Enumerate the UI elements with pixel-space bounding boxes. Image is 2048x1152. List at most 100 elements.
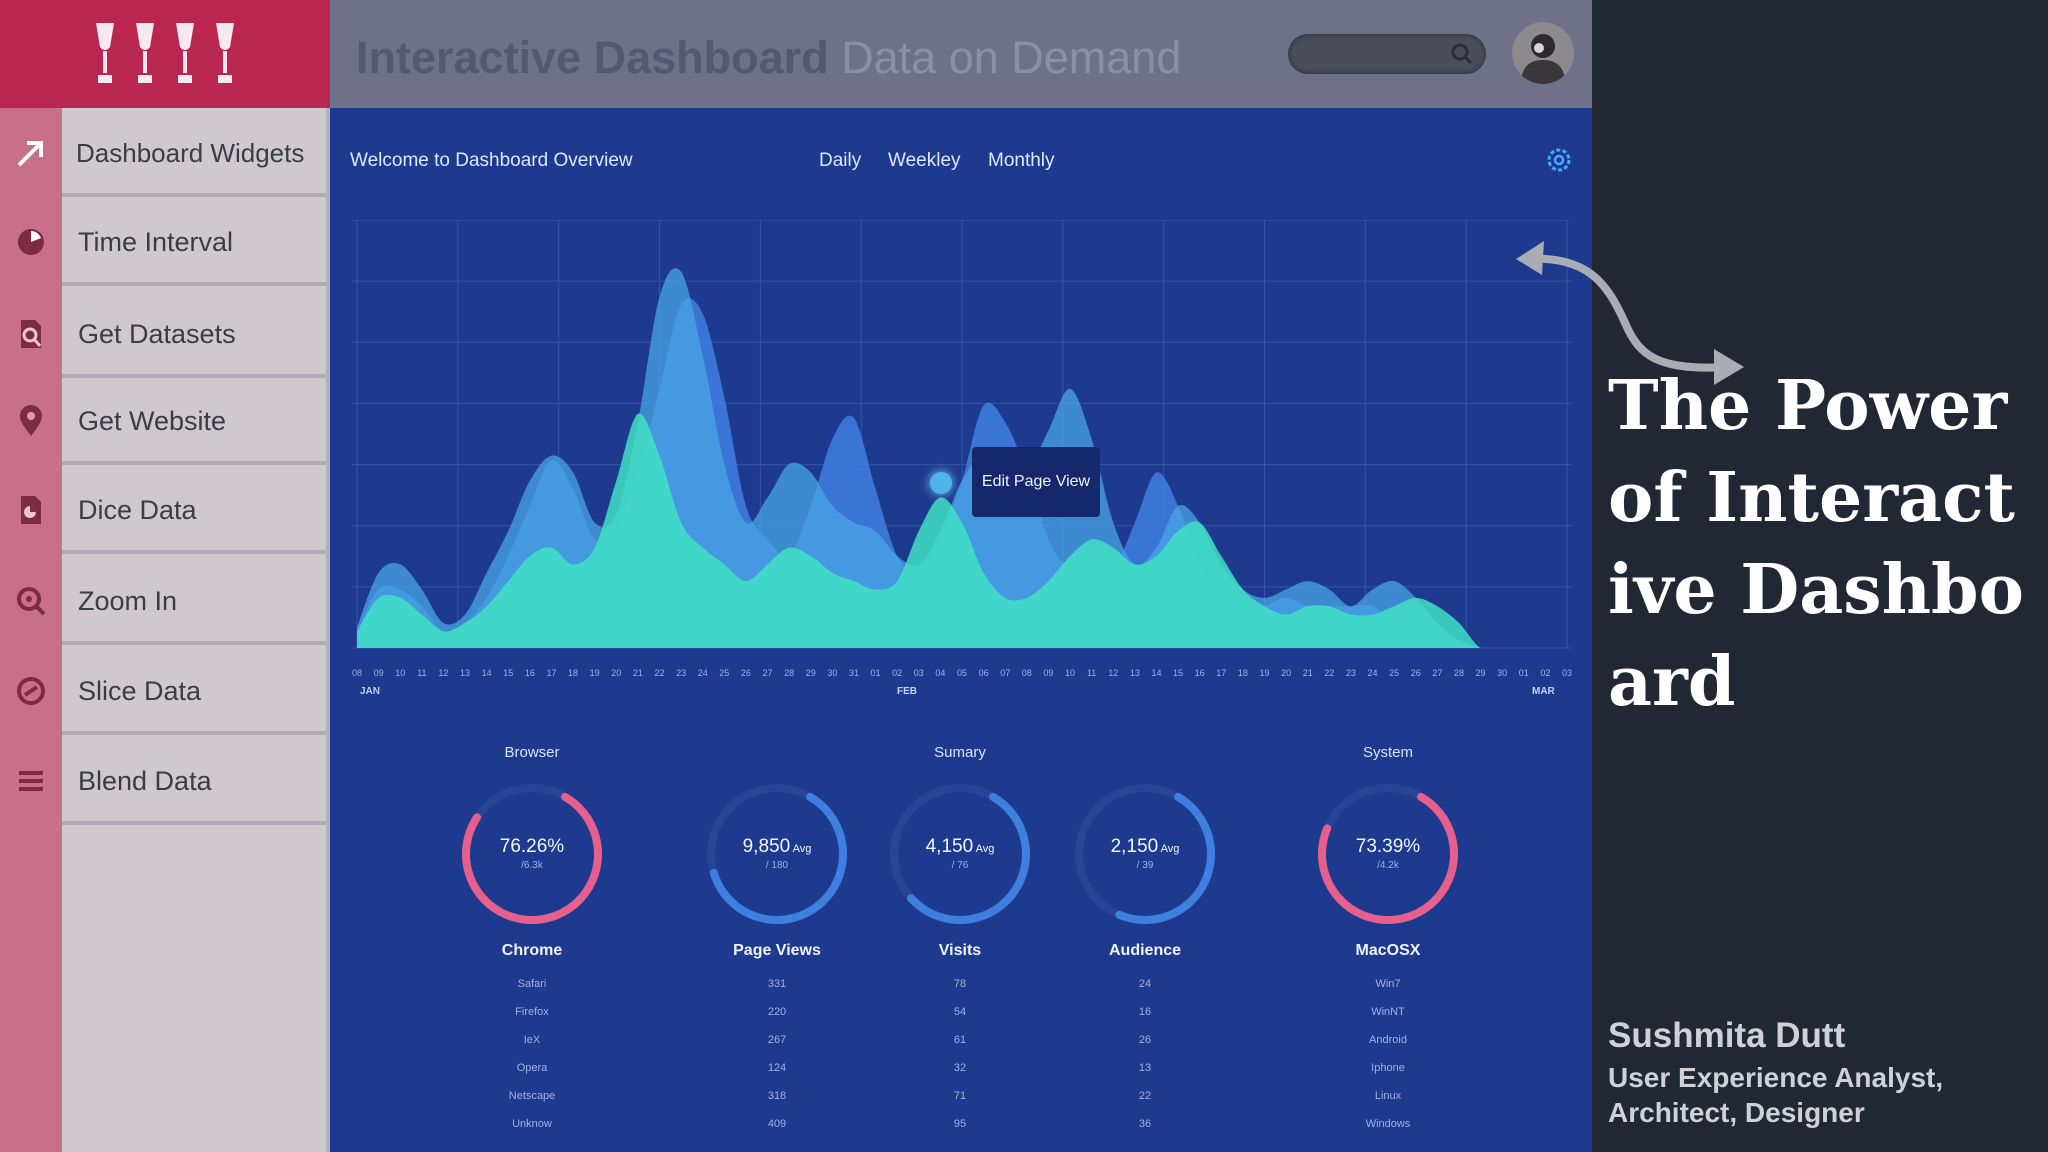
trophy-icon [176,23,194,83]
x-tick-label: 13 [1129,668,1140,678]
gauge-subvalue: / 76 [951,860,969,871]
x-tick-label: 22 [1324,668,1335,678]
avatar[interactable] [1512,22,1574,84]
x-tick-label: 02 [892,668,903,678]
gauge-value: 76.26% [499,836,565,857]
gauge-breakdown-list: Win7 WinNT Android Iphone Linux Windows [1366,970,1411,1138]
x-tick-label: 16 [1194,668,1205,678]
gauge-arc [462,784,602,924]
x-tick-label: 19 [1259,668,1270,678]
pie-icon [0,201,62,283]
x-tick-label: 28 [784,668,795,678]
gauge-arc [1075,784,1215,924]
sidebar-item-slice-data[interactable]: Slice Data [0,650,326,735]
sidebar-divider [326,108,330,1152]
sidebar-item-blend-data[interactable]: Blend Data [0,740,326,825]
month-label: JAN [360,686,381,697]
gauge-chrome[interactable]: 76.26% /6.3k [456,778,608,930]
trophy-icon [216,23,234,83]
x-tick-label: 29 [1475,668,1486,678]
x-tick-label: 06 [978,668,989,678]
x-tick-label: 01 [1518,668,1529,678]
x-tick-label: 09 [1043,668,1054,678]
x-tick-label: 30 [827,668,838,678]
x-tick-label: 23 [676,668,687,678]
x-tick-label: 10 [395,668,406,678]
title-bold: Interactive Dashboard [356,32,829,83]
sidebar-item-dashboard-widgets[interactable]: Dashboard Widgets [0,112,326,197]
gauge-name: Audience [1108,942,1182,959]
sidebar: Dashboard Widgets Time Interval Get Data… [0,0,330,1152]
sidebar-item-get-website[interactable]: Get Website [0,380,326,465]
x-tick-label: 20 [1281,668,1292,678]
series-area-3 [357,413,1567,648]
x-tick-label: 08 [351,668,363,678]
x-tick-label: 25 [1389,668,1400,678]
sidebar-item-time-interval[interactable]: Time Interval [0,201,326,286]
page-subtitle: Data on Demand [828,32,1182,83]
sidebar-item-label: Zoom In [78,585,178,616]
x-tick-label: 27 [1432,668,1443,678]
gauge-subvalue: / 180 [765,860,789,871]
x-tick-label: 17 [1216,668,1227,678]
sidebar-item-dice-data[interactable]: Dice Data [0,469,326,554]
gauge-page-views[interactable]: 9,850 Avg / 180 [701,778,853,930]
list-item: 95 [953,1118,967,1130]
x-tick-label: 11 [417,668,427,678]
area-chart [352,220,1572,649]
sidebar-item-get-datasets[interactable]: Get Datasets [0,293,326,378]
gauge-breakdown-list: 24 16 26 13 22 36 [1139,970,1151,1138]
x-tick-label: 13 [460,668,471,678]
x-tick-label: 30 [1497,668,1508,678]
author-name: Sushmita Dutt [1608,1016,1846,1055]
location-pin-icon [0,380,62,462]
gauge-value: 73.39% [1355,836,1421,857]
gauge-breakdown-list: 331 220 267 124 318 409 [768,970,786,1138]
arrow-icon [0,112,62,194]
sidebar-item-label: Get Website [78,405,227,436]
gauge-subvalue: / 39 [1136,860,1154,871]
x-axis: 08 09 10 11 12 13 14 15 16 17 18 19 20 21 22 23 24 25 26 27… [352,668,1572,708]
gauge-audience[interactable]: 2,150 Avg / 39 [1069,778,1221,930]
month-label: MAR [1532,686,1555,697]
sidebar-icon-strip [0,108,62,1152]
month-label: FEB [897,686,917,697]
x-tick-label: 15 [503,668,514,678]
list-item: 13 [1138,1062,1152,1074]
gauge-unit: Avg [790,843,812,855]
gauge-arc [890,784,1030,924]
x-tick-label: 29 [805,668,816,678]
x-tick-label: 03 [913,668,924,678]
tab-weekly[interactable]: Weekley [888,150,961,171]
search-input[interactable] [1288,34,1486,74]
list-item: 22 [1138,1090,1152,1102]
layers-icon [0,740,62,822]
x-tick-label: 20 [611,668,622,678]
edit-page-view-tooltip[interactable]: Edit Page View [972,447,1100,517]
chart-hover-point[interactable] [930,472,952,494]
gear-icon[interactable] [1544,145,1574,175]
list-item: Linux [1374,1090,1402,1102]
list-item: 54 [953,1006,967,1018]
x-tick-label: 02 [1540,668,1551,678]
x-tick-label: 15 [1173,668,1184,678]
x-tick-label: 21 [1302,668,1313,678]
sidebar-item-label: Dice Data [78,494,197,525]
sidebar-item-label: Dashboard Widgets [76,137,305,168]
sidebar-item-zoom-in[interactable]: Zoom In [0,560,326,645]
gauge-name: Page Views [733,942,821,959]
search-icon[interactable] [1450,42,1474,66]
gauge-arc [707,784,847,924]
list-item: 124 [767,1062,787,1074]
list-item: Firefox [515,1006,549,1018]
tab-daily[interactable]: Daily [819,150,862,171]
sidebar-item-label: Slice Data [78,675,202,706]
list-item: 267 [767,1034,787,1046]
gauge-visits[interactable]: 4,150 Avg / 76 [884,778,1036,930]
gauge-arc [1318,784,1458,924]
gauge-macosx[interactable]: 73.39% /4.2k [1312,778,1464,930]
list-item: Unknow [512,1118,552,1130]
x-tick-label: 23 [1345,668,1356,678]
zoom-in-icon [0,560,62,642]
tab-monthly[interactable]: Monthly [988,150,1055,171]
